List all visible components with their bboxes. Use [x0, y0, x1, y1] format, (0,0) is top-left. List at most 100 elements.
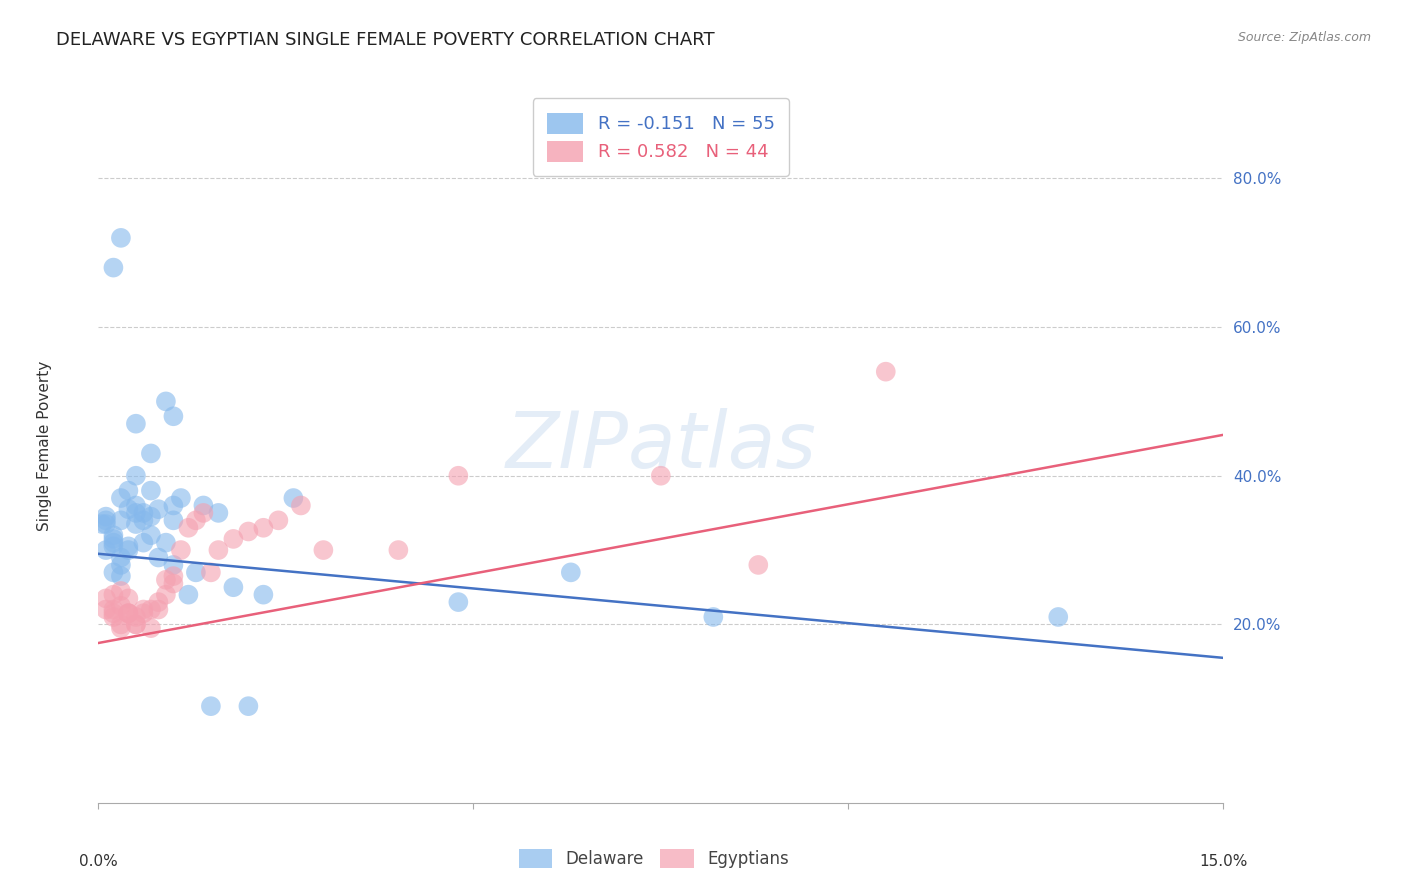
Legend: R = -0.151   N = 55, R = 0.582   N = 44: R = -0.151 N = 55, R = 0.582 N = 44	[533, 98, 789, 176]
Point	[117, 539, 139, 553]
Point	[125, 468, 148, 483]
Point	[155, 394, 177, 409]
Point	[387, 543, 409, 558]
Point	[148, 595, 170, 609]
Point	[193, 506, 215, 520]
Point	[155, 588, 177, 602]
Text: 0.0%: 0.0%	[79, 855, 118, 869]
Point	[702, 610, 724, 624]
Point	[94, 543, 117, 558]
Point	[103, 532, 125, 546]
Point	[125, 506, 148, 520]
Point	[170, 543, 193, 558]
Point	[110, 599, 132, 613]
Point	[94, 517, 117, 532]
Point	[139, 446, 162, 460]
Point	[162, 569, 184, 583]
Point	[125, 617, 148, 632]
Point	[447, 468, 470, 483]
Point	[91, 517, 114, 532]
Point	[110, 558, 132, 572]
Point	[162, 576, 184, 591]
Point	[252, 521, 274, 535]
Point	[184, 513, 207, 527]
Point	[283, 491, 305, 505]
Point	[875, 365, 897, 379]
Point	[110, 617, 132, 632]
Point	[222, 532, 245, 546]
Point	[148, 502, 170, 516]
Point	[162, 409, 184, 424]
Point	[132, 602, 155, 616]
Point	[117, 591, 139, 606]
Point	[110, 231, 132, 245]
Point	[132, 506, 155, 520]
Point	[94, 513, 117, 527]
Point	[125, 499, 148, 513]
Point	[184, 566, 207, 580]
Point	[117, 607, 139, 621]
Point	[132, 513, 155, 527]
Point	[139, 483, 162, 498]
Point	[162, 558, 184, 572]
Point	[177, 588, 200, 602]
Point	[252, 588, 274, 602]
Point	[103, 539, 125, 553]
Point	[207, 543, 229, 558]
Point	[238, 524, 260, 539]
Text: ZIPatlas: ZIPatlas	[505, 408, 817, 484]
Point	[290, 499, 312, 513]
Point	[103, 566, 125, 580]
Point	[148, 550, 170, 565]
Point	[447, 595, 470, 609]
Point	[103, 588, 125, 602]
Point	[132, 535, 155, 549]
Point	[193, 499, 215, 513]
Point	[94, 591, 117, 606]
Point	[650, 468, 672, 483]
Point	[238, 699, 260, 714]
Legend: Delaware, Egyptians: Delaware, Egyptians	[512, 842, 796, 875]
Point	[139, 528, 162, 542]
Point	[94, 509, 117, 524]
Point	[110, 621, 132, 635]
Point	[110, 569, 132, 583]
Point	[125, 610, 148, 624]
Point	[560, 566, 582, 580]
Point	[200, 566, 222, 580]
Text: 15.0%: 15.0%	[1199, 855, 1247, 869]
Point	[148, 602, 170, 616]
Point	[117, 543, 139, 558]
Point	[110, 513, 132, 527]
Point	[103, 528, 125, 542]
Point	[94, 602, 117, 616]
Point	[110, 491, 132, 505]
Point	[162, 513, 184, 527]
Text: DELAWARE VS EGYPTIAN SINGLE FEMALE POVERTY CORRELATION CHART: DELAWARE VS EGYPTIAN SINGLE FEMALE POVER…	[56, 31, 714, 49]
Point	[162, 499, 184, 513]
Point	[117, 607, 139, 621]
Point	[747, 558, 769, 572]
Text: Single Female Poverty: Single Female Poverty	[37, 361, 52, 531]
Point	[155, 535, 177, 549]
Point	[200, 699, 222, 714]
Point	[139, 602, 162, 616]
Point	[207, 506, 229, 520]
Point	[117, 502, 139, 516]
Point	[312, 543, 335, 558]
Point	[125, 417, 148, 431]
Point	[267, 513, 290, 527]
Point	[132, 607, 155, 621]
Point	[110, 550, 132, 565]
Point	[125, 517, 148, 532]
Point	[125, 617, 148, 632]
Point	[117, 483, 139, 498]
Point	[103, 602, 125, 616]
Point	[117, 607, 139, 621]
Point	[139, 621, 162, 635]
Point	[103, 610, 125, 624]
Point	[222, 580, 245, 594]
Point	[103, 260, 125, 275]
Point	[177, 521, 200, 535]
Point	[103, 535, 125, 549]
